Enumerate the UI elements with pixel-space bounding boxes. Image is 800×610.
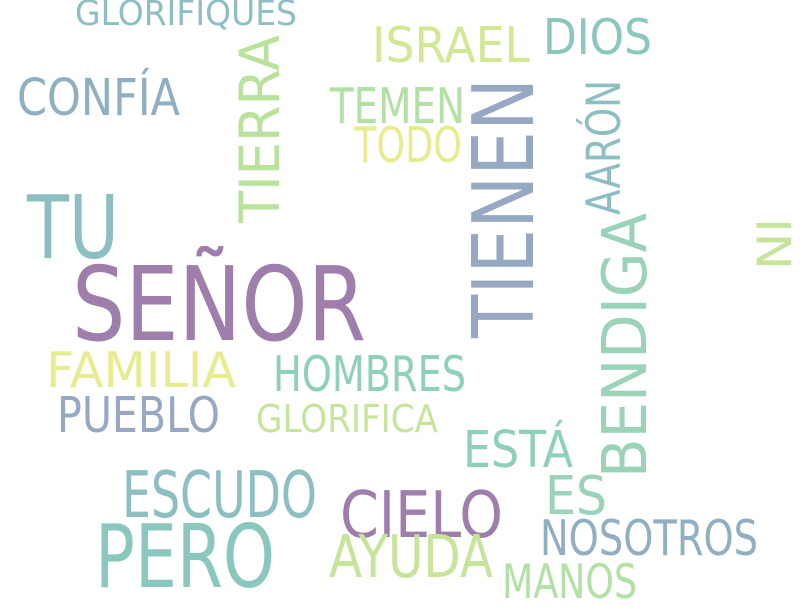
word-pueblo: PUEBLO [57,388,220,445]
word-senor: SEÑOR [72,246,366,366]
word-todo: TODO [354,118,462,175]
word-israel: ISRAEL [372,18,530,75]
word-ni: NI [748,218,800,270]
word-manos: MANOS [502,554,637,610]
word-temen: TEMEN [330,79,465,136]
word-dios: DIOS [543,10,652,67]
word-nosotros: NOSOTROS [540,511,758,568]
word-bendiga: BENDIGA [590,213,661,478]
word-escudo: ESCUDO [122,459,317,533]
word-glorifica: GLORIFICA [256,397,438,443]
word-es: ES [545,463,607,527]
word-tienen: TIENEN [455,77,553,338]
word-confia: CONFÍA [17,68,180,129]
word-aaron: AARÓN [577,80,632,215]
word-tu: TU [27,176,119,279]
word-cielo: CIELO [340,479,503,553]
word-glorifiques: GLORIFIQUES [75,0,297,34]
word-ayuda: AYUDA [329,522,493,592]
word-tierra: TIERRA [228,34,292,223]
word-familia: FAMILIA [46,343,236,400]
word-pero: PERO [95,505,275,608]
word-hombres: HOMBRES [273,347,466,404]
word-esta: ESTÁ [463,420,573,481]
